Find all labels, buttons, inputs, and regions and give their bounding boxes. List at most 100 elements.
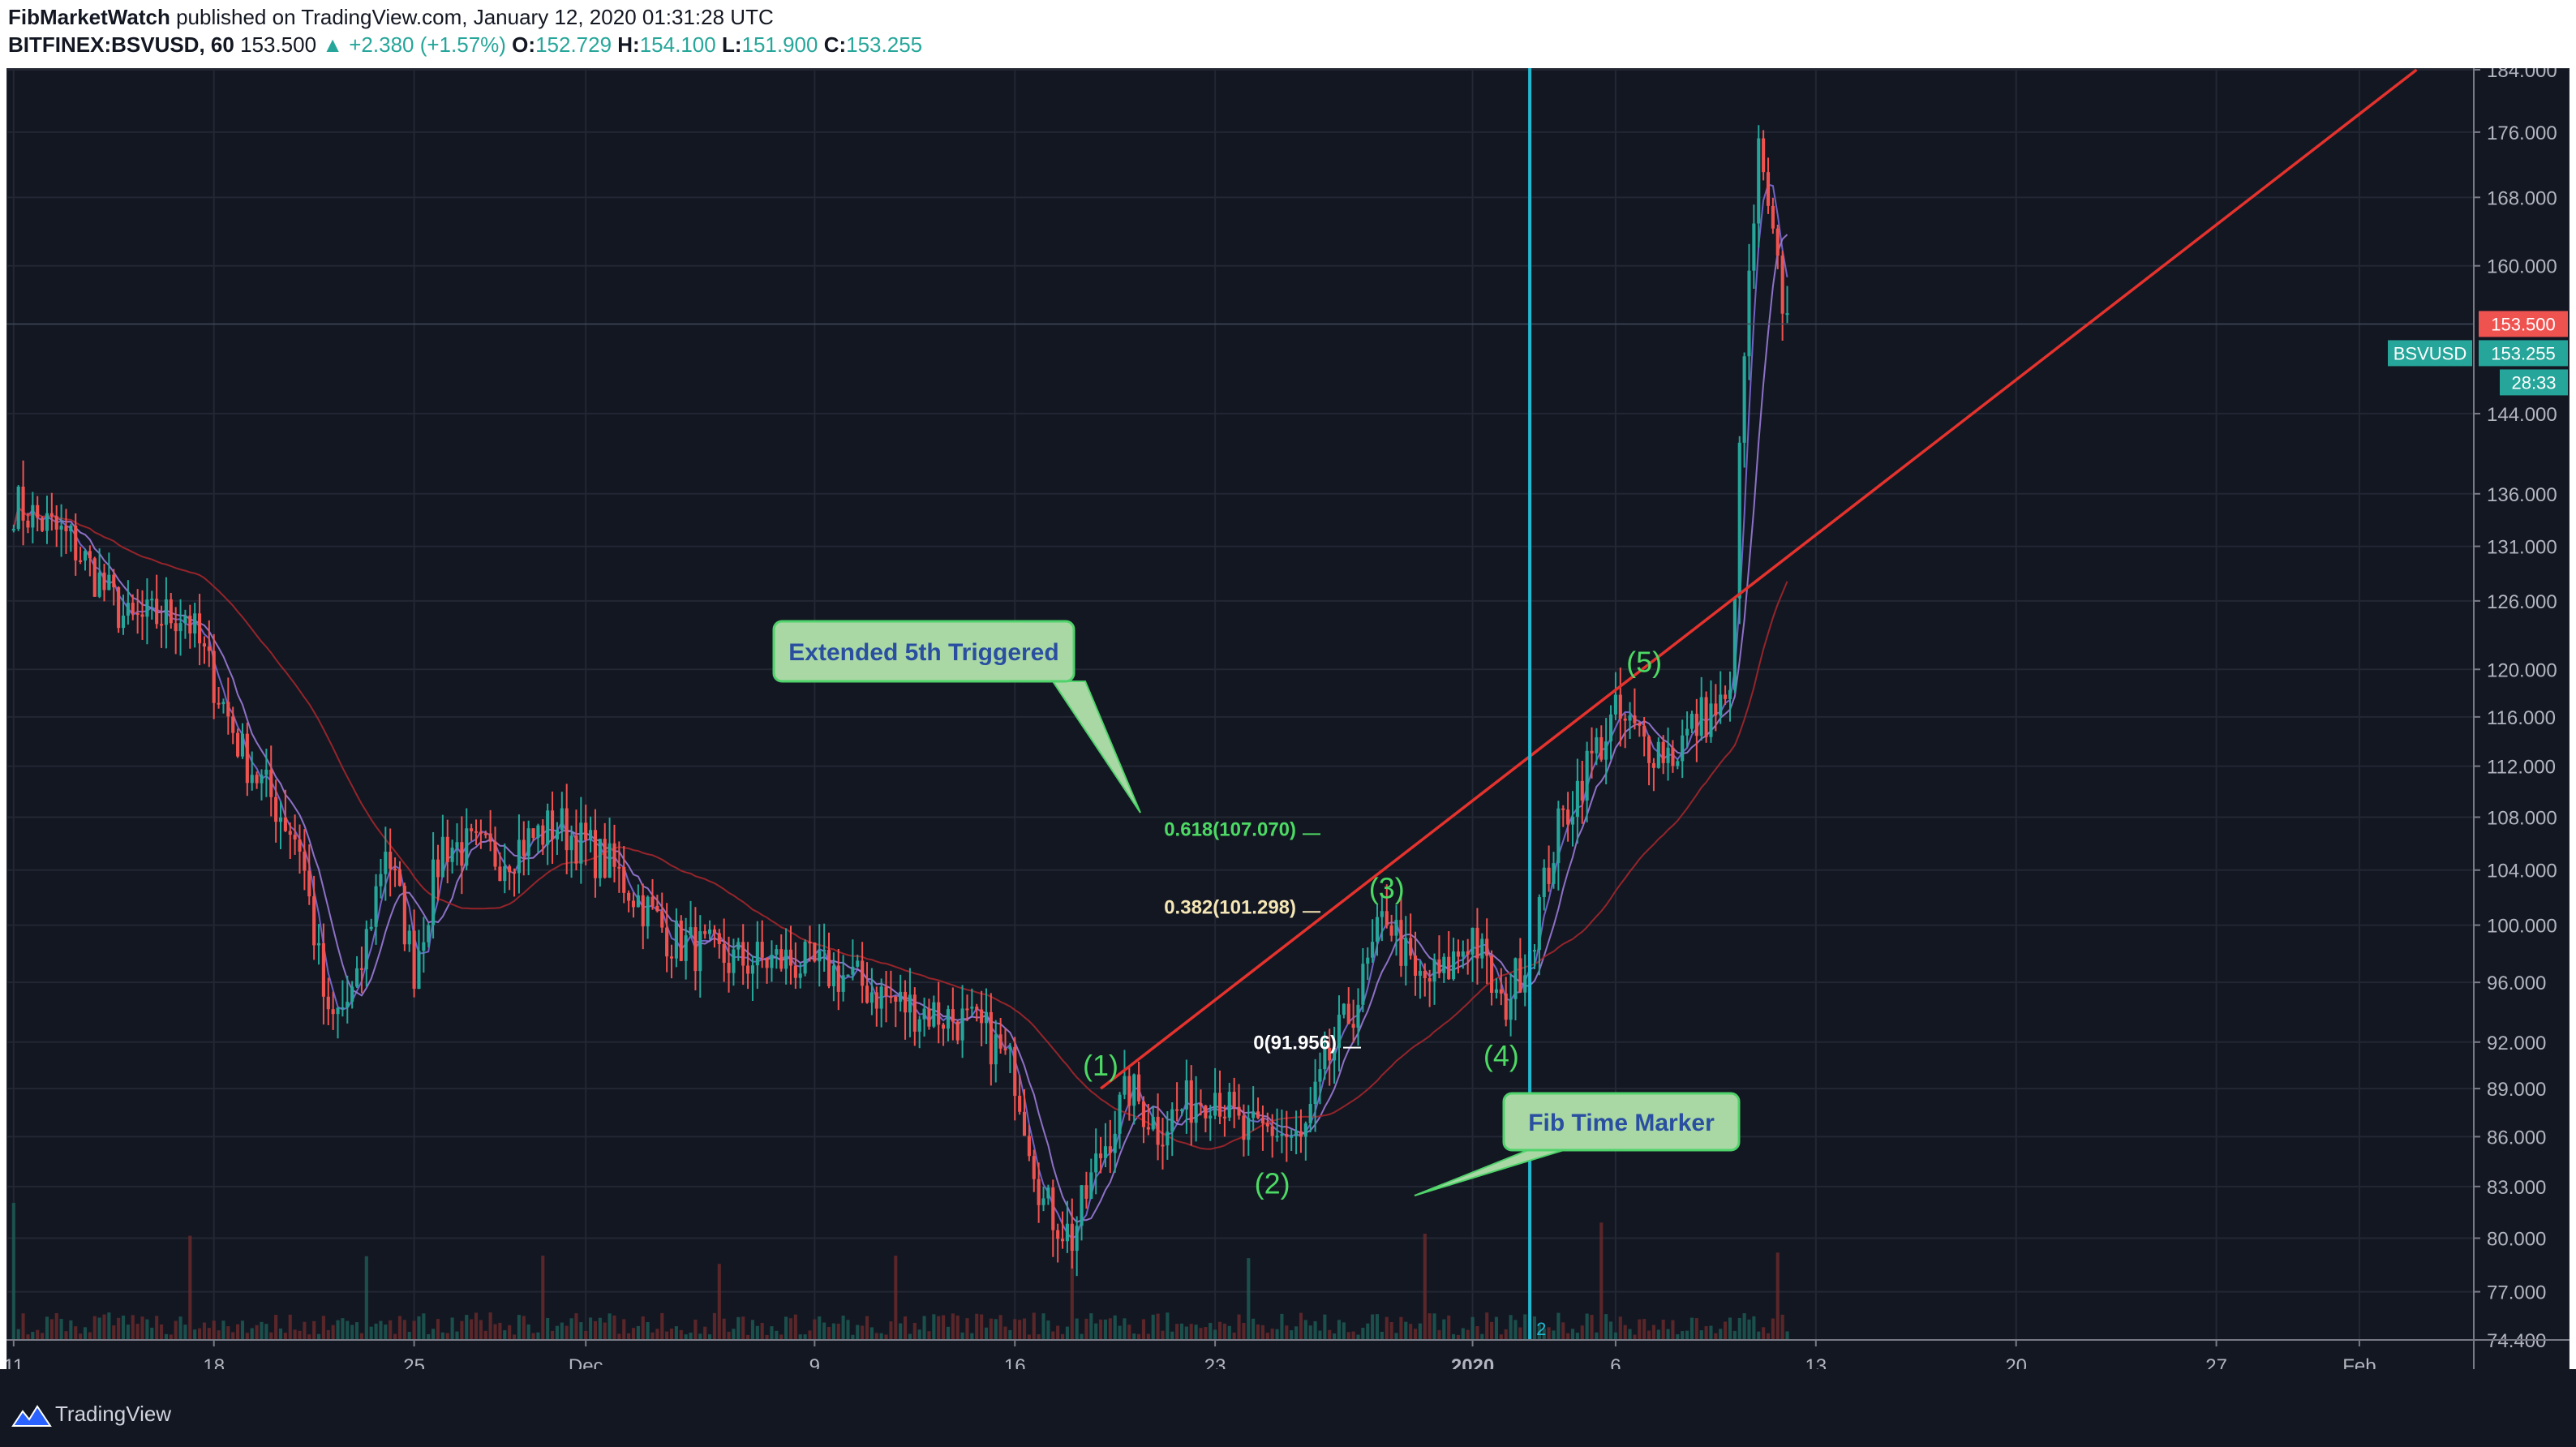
volume-bar [1065, 1326, 1069, 1340]
volume-bar [1661, 1320, 1665, 1340]
candle-body [384, 852, 388, 874]
candle-body [1475, 927, 1479, 959]
chart-area[interactable]: 2 0.618(107.070) 0.382(101.298) 0(91.956) (1… [3, 60, 2570, 1423]
volume-bar [975, 1313, 979, 1340]
candle-body [316, 942, 321, 946]
volume-bar [765, 1334, 769, 1340]
candle-body [874, 992, 878, 1009]
candle-body [1337, 1015, 1342, 1048]
volume-bar [1409, 1324, 1413, 1340]
candle-body [474, 831, 479, 833]
volume-bar [236, 1324, 240, 1340]
volume-bar [627, 1333, 631, 1340]
candle-body [1380, 911, 1384, 917]
volume-bar [169, 1334, 173, 1340]
volume-bar [512, 1334, 517, 1340]
candle-body [422, 942, 426, 951]
volume-bar [402, 1320, 406, 1340]
candle-body [736, 942, 741, 950]
candle-body [650, 896, 655, 906]
volume-bar [1399, 1316, 1403, 1340]
volume-bar [555, 1325, 559, 1340]
candle-body [278, 817, 283, 822]
volume-bar [1628, 1329, 1632, 1340]
candle-body [1724, 694, 1728, 699]
candle-body [679, 920, 683, 961]
candle-body [1762, 138, 1766, 173]
tradingview-logo[interactable] [11, 1400, 2282, 1432]
candle-body [97, 572, 101, 597]
candle-body [788, 949, 793, 966]
candle-body [522, 839, 526, 857]
candle-body [1676, 761, 1680, 766]
volume-bar [1699, 1330, 1703, 1340]
candle-body [989, 1011, 993, 1065]
candle-body [1704, 697, 1708, 737]
volume-bar [88, 1332, 92, 1340]
volume-bar [1056, 1325, 1060, 1340]
candles [11, 125, 1789, 1277]
candle-body [1442, 956, 1446, 973]
volume-bar [83, 1327, 88, 1340]
price-change: ▲ +2.380 (+1.57%) [322, 32, 506, 57]
candle-body [927, 1008, 931, 1027]
volume-bar [1766, 1333, 1771, 1340]
candle-body [741, 942, 745, 966]
candle-body [31, 505, 35, 528]
volume-bar [1656, 1329, 1660, 1340]
volume-bar [1681, 1331, 1685, 1340]
volume-bar [746, 1334, 750, 1340]
volume-bar [622, 1319, 626, 1340]
callout-box [1502, 1092, 1741, 1152]
candle-body [526, 828, 530, 857]
volume-bar [846, 1320, 850, 1340]
volume-bar [126, 1325, 130, 1340]
candle-body [1423, 970, 1427, 979]
candle-body [350, 986, 354, 1003]
price-tag-label-box [2388, 340, 2472, 367]
volume-bar [942, 1315, 946, 1340]
candle-body [1732, 598, 1737, 690]
author-name[interactable]: FibMarketWatch [8, 5, 170, 29]
volume-bars [11, 1203, 1789, 1340]
volume-bar [1447, 1315, 1451, 1340]
volume-bar [903, 1316, 908, 1340]
volume-bar [1595, 1332, 1599, 1340]
volume-bar [899, 1323, 903, 1340]
y-tick-label: 83.000 [2487, 1177, 2546, 1199]
price-tag-box [2500, 369, 2568, 396]
volume-bar [1499, 1334, 1503, 1340]
candle-body [1757, 138, 1761, 224]
price-chart[interactable]: 2 0.618(107.070) 0.382(101.298) 0(91.956) (1… [3, 60, 2570, 1423]
volume-bar [440, 1332, 444, 1340]
volume-bar [584, 1330, 588, 1340]
volume-bar [760, 1322, 764, 1340]
volume-bar [1132, 1333, 1136, 1340]
candle-body [79, 560, 83, 562]
volume-bar [274, 1315, 278, 1340]
candle-body [551, 810, 555, 839]
volume-bar [1156, 1313, 1160, 1340]
candle-body [389, 852, 393, 869]
candle-body [836, 965, 840, 992]
candle-body [1623, 718, 1627, 721]
candle-body [1290, 1136, 1294, 1138]
volume-bar [374, 1323, 378, 1340]
volume-bar [894, 1256, 898, 1340]
volume-bar [1552, 1330, 1556, 1340]
volume-bar [589, 1317, 593, 1340]
volume-bar [1294, 1326, 1299, 1340]
candle-body [303, 851, 307, 871]
volume-bar [884, 1334, 888, 1340]
candle-body [1008, 1046, 1012, 1050]
volume-bar [107, 1312, 111, 1340]
candle-body [336, 1007, 340, 1015]
candle-body [1270, 1126, 1274, 1136]
volume-bar [1666, 1329, 1670, 1340]
grid-lines [6, 67, 2570, 1423]
volume-bar [159, 1324, 164, 1340]
volume-bar [465, 1315, 469, 1340]
y-tick-label: 92.000 [2487, 1033, 2546, 1054]
volume-bar [1008, 1329, 1012, 1340]
candle-body [1003, 1048, 1007, 1050]
